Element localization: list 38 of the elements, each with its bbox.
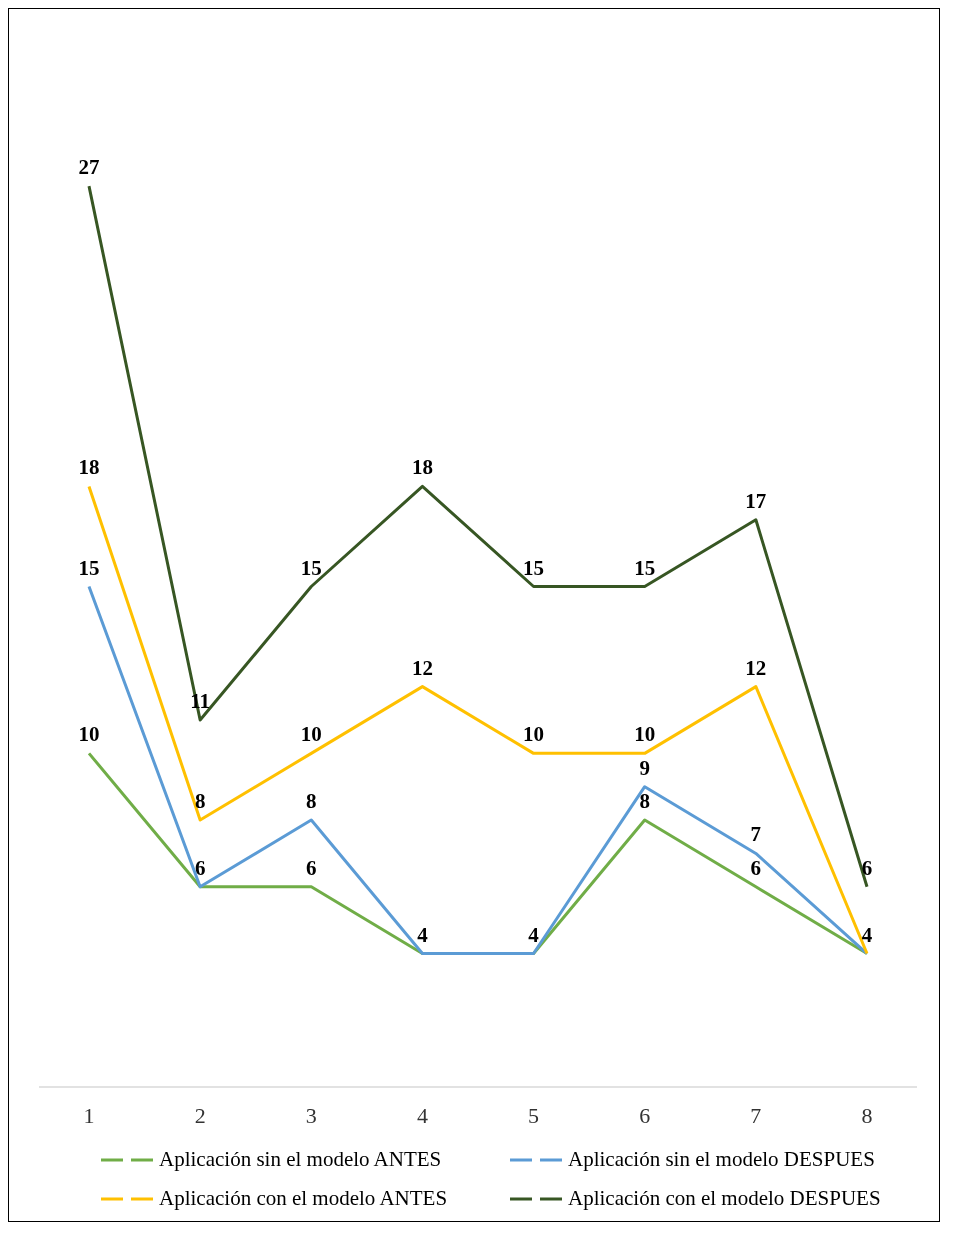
data-label: 15 bbox=[78, 555, 100, 580]
data-label: 8 bbox=[194, 789, 206, 814]
data-label: 15 bbox=[300, 555, 322, 580]
data-label: 6 bbox=[194, 855, 206, 880]
data-label: 10 bbox=[634, 722, 656, 747]
legend-label: Aplicación sin el modelo ANTES bbox=[159, 1147, 442, 1172]
x-tick-label: 7 bbox=[750, 1102, 762, 1128]
x-tick-label: 3 bbox=[305, 1102, 317, 1128]
x-tick-label: 5 bbox=[528, 1102, 540, 1128]
legend-label: Aplicación con el modelo DESPUES bbox=[568, 1186, 881, 1211]
data-label: 15 bbox=[523, 555, 545, 580]
data-label: 9 bbox=[639, 755, 650, 780]
data-label: 8 bbox=[639, 789, 650, 814]
data-label: 4 bbox=[417, 922, 429, 947]
data-label: 10 bbox=[523, 722, 545, 747]
x-tick-label: 4 bbox=[416, 1102, 428, 1128]
data-label: 18 bbox=[78, 455, 100, 480]
data-label: 12 bbox=[411, 655, 433, 680]
legend-label: Aplicación con el modelo ANTES bbox=[159, 1186, 448, 1211]
data-label: 27 bbox=[78, 155, 100, 180]
x-tick-label: 2 bbox=[194, 1102, 206, 1128]
x-tick-label: 8 bbox=[861, 1102, 873, 1128]
data-label: 10 bbox=[78, 722, 100, 747]
data-label: 12 bbox=[745, 655, 767, 680]
data-label: 4 bbox=[528, 922, 540, 947]
legend-label: Aplicación sin el modelo DESPUES bbox=[568, 1147, 875, 1172]
data-label: 4 bbox=[861, 922, 873, 947]
data-label: 6 bbox=[861, 855, 873, 880]
data-label: 6 bbox=[306, 855, 317, 880]
data-label: 8 bbox=[306, 789, 317, 814]
data-label: 18 bbox=[411, 455, 433, 480]
x-tick-label: 1 bbox=[83, 1102, 95, 1128]
x-tick-label: 6 bbox=[639, 1102, 651, 1128]
data-label: 15 bbox=[634, 555, 656, 580]
data-label: 7 bbox=[750, 822, 762, 847]
data-label: 6 bbox=[750, 855, 762, 880]
data-label: 17 bbox=[745, 488, 767, 513]
data-label: 10 bbox=[300, 722, 322, 747]
